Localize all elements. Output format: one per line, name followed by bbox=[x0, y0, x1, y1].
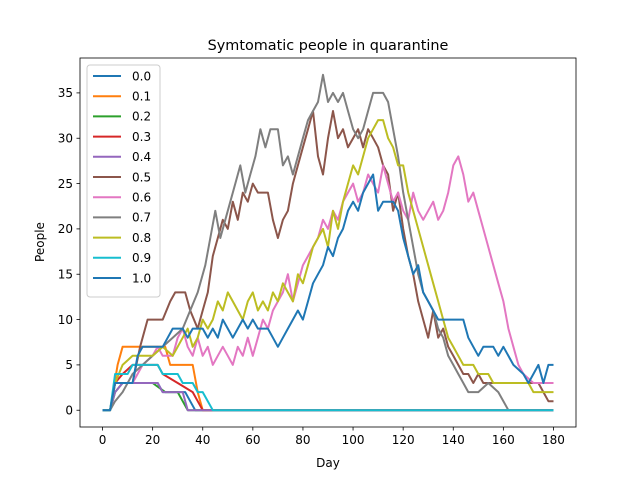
series-line-0-7 bbox=[102, 73, 510, 412]
y-tick-label: 0 bbox=[65, 404, 73, 418]
x-tick-label: 160 bbox=[492, 433, 515, 447]
series-line-0-8 bbox=[102, 119, 554, 412]
x-tick-label: 40 bbox=[195, 433, 210, 447]
x-tick-label: 100 bbox=[342, 433, 365, 447]
y-tick-label: 5 bbox=[65, 358, 73, 372]
legend-label: 0.2 bbox=[132, 110, 151, 124]
legend-label: 0.5 bbox=[132, 170, 151, 184]
x-tick-label: 180 bbox=[542, 433, 565, 447]
legend-frame bbox=[86, 64, 161, 298]
y-axis-label: People bbox=[33, 222, 47, 262]
y-tick-label: 30 bbox=[58, 132, 73, 146]
series-line-0-9 bbox=[102, 363, 554, 412]
legend-label: 0.9 bbox=[132, 251, 151, 265]
plot-area bbox=[102, 73, 554, 412]
y-tick-label: 25 bbox=[58, 177, 73, 191]
y-tick-label: 20 bbox=[58, 222, 73, 236]
chart-title: Symtomatic people in quarantine bbox=[208, 38, 449, 54]
legend-label: 0.8 bbox=[132, 231, 151, 245]
x-tick-label: 60 bbox=[245, 433, 260, 447]
x-tick-label: 20 bbox=[145, 433, 160, 447]
y-axis: 0 5 10 15 20 25 30 35 bbox=[58, 86, 80, 418]
plot-frame bbox=[79, 57, 577, 428]
x-axis: 0 20 40 60 80 100 120 140 160 180 bbox=[99, 427, 565, 447]
y-tick-label: 15 bbox=[58, 268, 73, 282]
legend-label: 0.7 bbox=[132, 211, 151, 225]
series-line-0-5 bbox=[102, 110, 554, 412]
legend-label: 0.6 bbox=[132, 191, 151, 205]
x-tick-label: 0 bbox=[99, 433, 107, 447]
legend-label: 1.0 bbox=[132, 271, 151, 285]
legend-label: 0.3 bbox=[132, 130, 151, 144]
legend-label: 0.0 bbox=[132, 69, 151, 83]
legend-label: 0.4 bbox=[132, 150, 151, 164]
legend-label: 0.1 bbox=[132, 90, 151, 104]
y-tick-label: 10 bbox=[58, 313, 73, 327]
y-tick-label: 35 bbox=[58, 86, 73, 100]
x-tick-label: 140 bbox=[442, 433, 465, 447]
series-layer bbox=[102, 73, 554, 412]
series-line-1-0 bbox=[102, 173, 554, 412]
x-axis-label: Day bbox=[316, 456, 340, 470]
legend: 0.0 0.1 0.2 0.3 0.4 0.5 0.6 0.7 0.8 0.9 1.0 bbox=[86, 64, 161, 298]
x-tick-label: 120 bbox=[392, 433, 415, 447]
x-tick-label: 80 bbox=[295, 433, 310, 447]
